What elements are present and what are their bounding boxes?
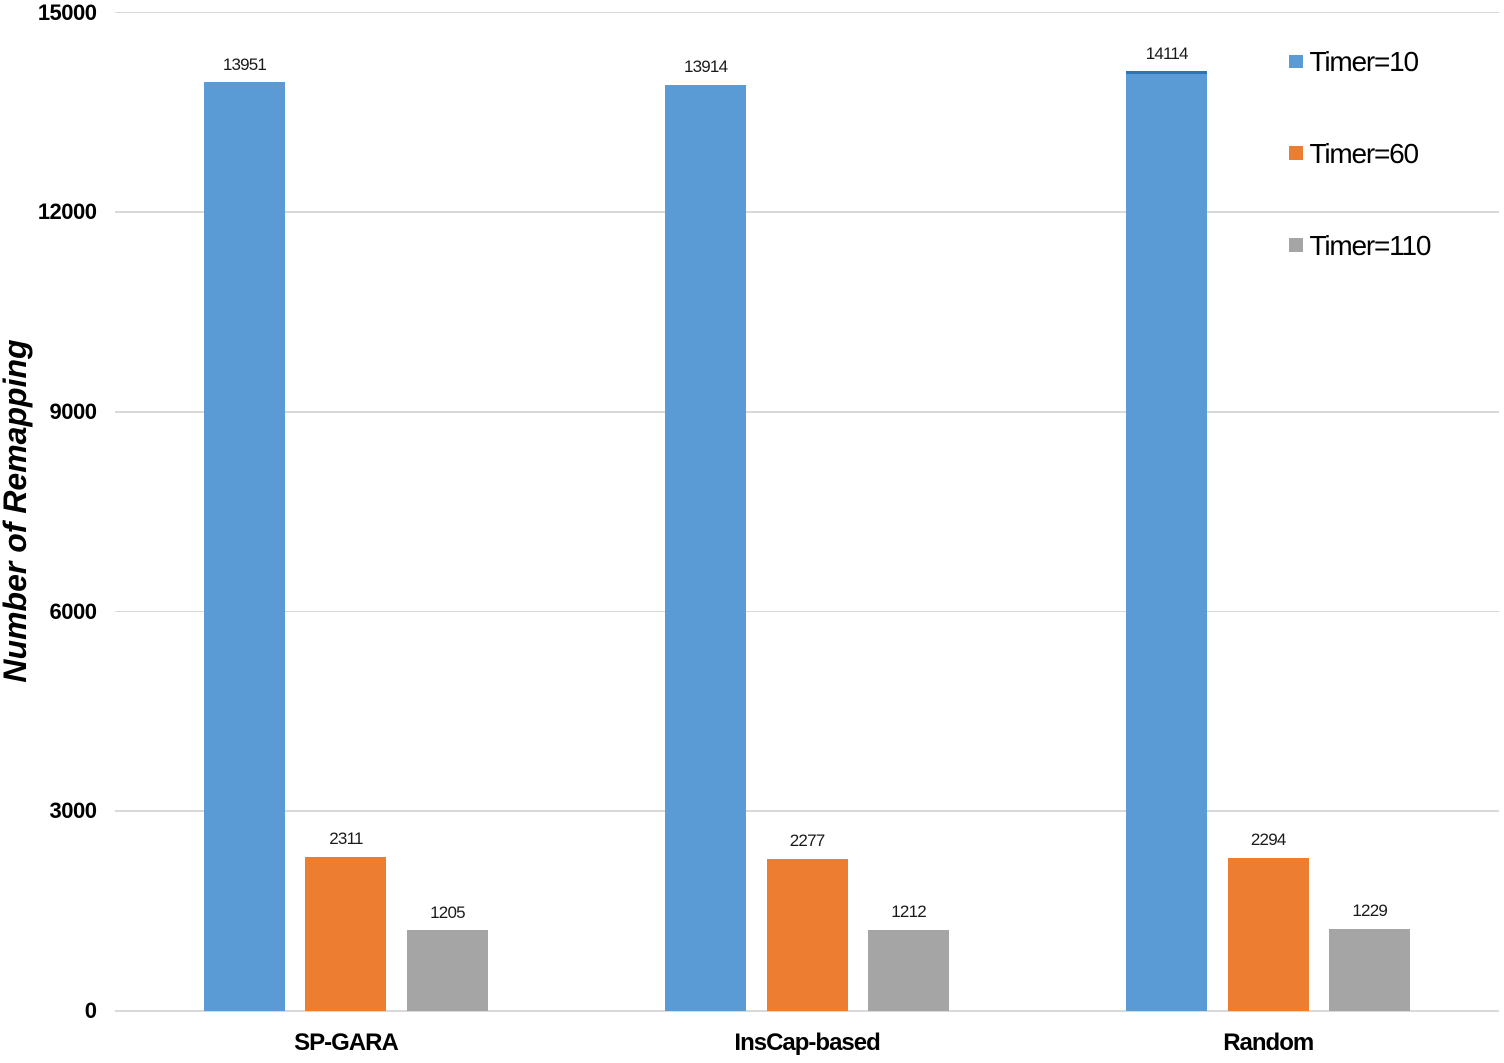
value-label-Random-Timer=10: 14114 [1145,43,1189,63]
bar-InsCap-based-Timer=60 [766,859,848,1011]
category-label-Random: Random [1223,1029,1314,1057]
legend-swatch-Timer=10 [1289,54,1303,69]
gridline-9000 [115,410,1499,413]
y-tick-label-12000: 12000 [37,199,97,225]
y-tick-label-3000: 3000 [49,798,97,824]
bar-Random-Timer=10 [1126,71,1208,1011]
y-tick-label-9000: 9000 [49,399,97,425]
category-label-SP-GARA: SP-GARA [294,1029,399,1057]
bar-SP-GARA-Timer=10 [203,82,285,1011]
value-label-Random-Timer=110: 1229 [1352,901,1388,921]
bar-InsCap-based-Timer=110 [868,929,950,1011]
value-label-SP-GARA-Timer=60: 2311 [329,829,363,849]
legend-swatch-Timer=110 [1289,238,1303,252]
legend-swatch-Timer=60 [1289,146,1303,160]
y-tick-label-0: 0 [84,997,97,1023]
value-label-SP-GARA-Timer=10: 13951 [222,54,267,74]
bar-SP-GARA-Timer=60 [305,856,387,1011]
legend-label-Timer=10: Timer=10 [1309,45,1420,77]
legend-label-Timer=110: Timer=110 [1309,229,1432,261]
value-label-InsCap-based-Timer=110: 1212 [891,902,926,922]
bar-Random-Timer=110 [1329,928,1411,1011]
x-axis-line [115,1010,1499,1013]
y-axis-title: Number of Remapping [0,339,33,683]
bar-InsCap-based-Timer=10 [665,84,747,1011]
bar-SP-GARA-Timer=110 [406,930,488,1011]
y-tick-label-15000: 15000 [37,0,97,25]
value-label-SP-GARA-Timer=110: 1205 [430,902,465,922]
y-tick-label-6000: 6000 [49,598,97,624]
category-label-InsCap-based: InsCap-based [734,1029,880,1057]
gridline-12000 [115,211,1499,213]
value-label-Random-Timer=60: 2294 [1250,830,1286,850]
gridline-15000 [115,11,1499,14]
gridline-6000 [115,610,1499,613]
bar-top-cap [1126,71,1208,75]
bar-Random-Timer=60 [1227,857,1309,1011]
legend-label-Timer=60: Timer=60 [1309,137,1420,169]
value-label-InsCap-based-Timer=10: 13914 [683,56,728,76]
value-label-InsCap-based-Timer=60: 2277 [789,831,825,851]
gridline-3000 [115,810,1499,812]
